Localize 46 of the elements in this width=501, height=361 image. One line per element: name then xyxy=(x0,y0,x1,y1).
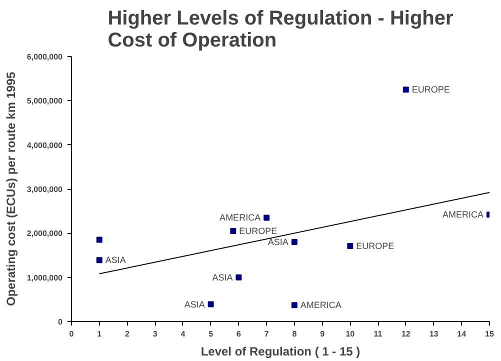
annotation: AMERICA xyxy=(442,210,484,220)
x-tick-label: 13 xyxy=(429,330,439,338)
point xyxy=(96,257,102,264)
x-tick-label: 9 xyxy=(320,330,326,338)
annotation: ASIA xyxy=(212,272,233,282)
x-tick-label: 1 xyxy=(97,330,102,338)
annotation: EUROPE xyxy=(412,84,450,95)
annotation: AMERICA xyxy=(220,212,261,223)
y-tick-label: 3,000,000 xyxy=(26,185,64,194)
x-tick-label: 5 xyxy=(208,330,214,338)
y-tick-label: 6,000,000 xyxy=(26,52,64,62)
point xyxy=(208,301,214,308)
y-tick-label: 1,000,000 xyxy=(26,273,64,282)
y-axis-title: Operating cost (ECUs) per route km 1995 xyxy=(4,72,18,306)
x-tick-label: 12 xyxy=(401,330,411,338)
y-tick-label: 4,000,000 xyxy=(26,140,64,150)
point xyxy=(347,242,354,249)
x-tick-label: 14 xyxy=(457,330,467,338)
x-tick-label: 4 xyxy=(180,330,186,338)
annotation: ASIA xyxy=(268,237,288,247)
chart-title: Higher Levels of Regulation - Higher Cost of Operation xyxy=(108,8,454,52)
y-tick-label: 2,000,000 xyxy=(26,229,64,238)
x-tick-label: 15 xyxy=(485,330,494,338)
x-tick-label: 3 xyxy=(152,330,158,338)
annotation: ASIA xyxy=(105,255,126,266)
x-axis-title: Level of Regulation ( 1 - 15 ) xyxy=(200,344,360,358)
point xyxy=(402,86,409,93)
point xyxy=(291,302,298,308)
y-tick-label: 5,000,000 xyxy=(26,96,64,106)
annotation: EUROPE xyxy=(356,240,394,251)
point xyxy=(96,236,102,243)
x-tick-label: 11 xyxy=(374,330,383,338)
x-tick-label: 6 xyxy=(236,330,242,338)
x-tick-label: 10 xyxy=(346,330,356,338)
annotation: AMERICA xyxy=(300,300,342,310)
point xyxy=(264,214,270,221)
x-tick-label: 8 xyxy=(292,330,298,338)
annotation: EUROPE xyxy=(239,226,278,236)
y-tick-label: 0 xyxy=(58,318,64,326)
x-tick-label: 0 xyxy=(69,330,74,338)
point xyxy=(291,239,298,245)
point xyxy=(230,228,236,234)
annotation: ASIA xyxy=(184,299,205,310)
x-tick-label: 7 xyxy=(264,330,270,338)
point xyxy=(236,274,242,280)
x-tick-label: 2 xyxy=(125,330,130,338)
